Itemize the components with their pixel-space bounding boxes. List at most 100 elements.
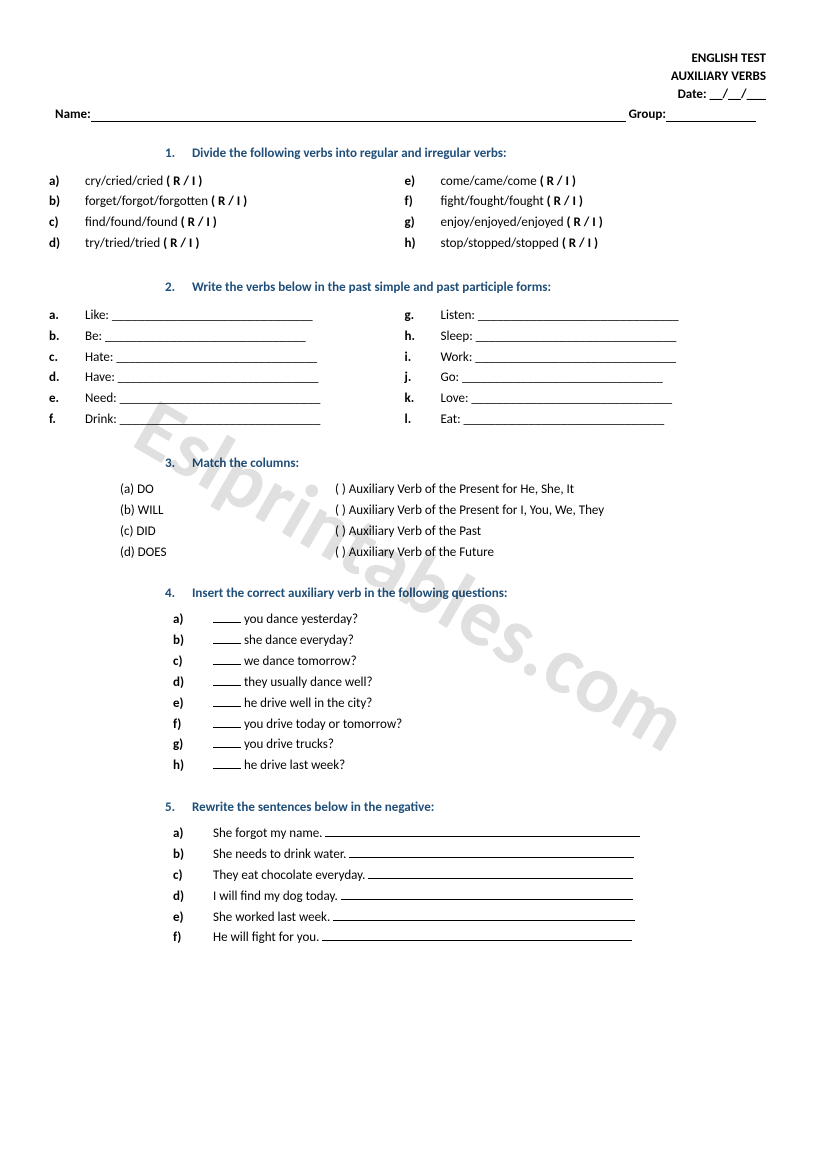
- q5-blank[interactable]: [322, 930, 632, 941]
- q3-right-cell[interactable]: ( ) Auxiliary Verb of the Future: [335, 544, 766, 563]
- q4-blank[interactable]: [213, 758, 241, 769]
- q1-item: e)come/came/come ( R / I ): [411, 173, 767, 192]
- q2-num: 2.: [165, 280, 189, 295]
- q2-verb: Eat:: [441, 412, 461, 427]
- q4-blank[interactable]: [213, 612, 241, 623]
- q5-marker: d): [195, 888, 213, 907]
- q2-item: c.Hate: _______________________________: [55, 349, 411, 368]
- q1-choice[interactable]: ( R / I ): [567, 215, 603, 230]
- q1-choice[interactable]: ( R / I ): [181, 215, 217, 230]
- q1-choice[interactable]: ( R / I ): [163, 236, 199, 251]
- q5-content: a)She forgot my name. b)She needs to dri…: [195, 825, 766, 948]
- q4-content: a) you dance yesterday? b) she dance ever…: [195, 611, 766, 776]
- q4-item: b) she dance everyday?: [195, 632, 766, 651]
- q3-num: 3.: [165, 456, 189, 471]
- q3-row: (b) WILL( ) Auxiliary Verb of the Presen…: [55, 502, 766, 521]
- q1-marker: a): [67, 173, 85, 192]
- q1-choice[interactable]: ( R / I ): [547, 194, 583, 209]
- q4-blank[interactable]: [213, 633, 241, 644]
- q4-blank[interactable]: [213, 675, 241, 686]
- q4-blank[interactable]: [213, 696, 241, 707]
- q2-blank[interactable]: _______________________________: [115, 370, 319, 385]
- q3-right-cell[interactable]: ( ) Auxiliary Verb of the Present for He…: [335, 481, 766, 500]
- name-label: Name:: [55, 107, 91, 122]
- q2-blank[interactable]: _______________________________: [475, 308, 679, 323]
- q2-item: k.Love: _______________________________: [411, 390, 767, 409]
- q2-marker: a.: [67, 307, 85, 326]
- q2-marker: e.: [67, 390, 85, 409]
- q2-blank[interactable]: _______________________________: [109, 308, 313, 323]
- q4-heading: 4. Insert the correct auxiliary verb in …: [165, 586, 766, 601]
- q2-verb: Love:: [441, 391, 469, 406]
- q5-blank[interactable]: [368, 868, 633, 879]
- q2-item: g.Listen: ______________________________…: [411, 307, 767, 326]
- q1-marker: f): [423, 193, 441, 212]
- q4-text: you drive trucks?: [241, 737, 334, 752]
- q1-item: d)try/tried/tried ( R / I ): [55, 235, 411, 254]
- q5-blank[interactable]: [341, 889, 633, 900]
- q3-left-text: DO: [137, 482, 154, 497]
- q1-choice[interactable]: ( R / I ): [540, 174, 576, 189]
- q3-row: (a) DO( ) Auxiliary Verb of the Present …: [55, 481, 766, 500]
- q1-marker: c): [67, 214, 85, 233]
- q5-text: She worked last week.: [213, 910, 333, 925]
- q3-heading-text: Match the columns:: [192, 456, 299, 471]
- q4-item: c) we dance tomorrow?: [195, 653, 766, 672]
- q4-blank[interactable]: [213, 717, 241, 728]
- q2-marker: i.: [423, 349, 441, 368]
- q3-left-marker: (c): [120, 524, 133, 539]
- q5-item: b)She needs to drink water.: [195, 846, 766, 865]
- q4-text: she dance everyday?: [241, 633, 354, 648]
- group-label: Group:: [629, 107, 666, 122]
- q5-heading: 5. Rewrite the sentences below in the ne…: [165, 800, 766, 815]
- group-blank[interactable]: [666, 121, 756, 122]
- q2-item: f.Drink: _______________________________: [55, 411, 411, 430]
- q5-marker: b): [195, 846, 213, 865]
- q2-blank[interactable]: _______________________________: [459, 370, 663, 385]
- q4-blank[interactable]: [213, 737, 241, 748]
- q1-choice[interactable]: ( R / I ): [562, 236, 598, 251]
- q1-heading-text: Divide the following verbs into regular …: [192, 146, 507, 161]
- q2-blank[interactable]: _______________________________: [113, 350, 317, 365]
- name-blank[interactable]: [91, 121, 626, 122]
- q3-row: (d) DOES( ) Auxiliary Verb of the Future: [55, 544, 766, 563]
- q2-verb: Be:: [85, 329, 102, 344]
- q2-item: i.Work: _______________________________: [411, 349, 767, 368]
- q4-marker: d): [195, 674, 213, 693]
- q3-left-cell: (b) WILL: [55, 502, 335, 521]
- q1-verbs: find/found/found: [85, 215, 181, 230]
- q2-blank[interactable]: _______________________________: [461, 412, 665, 427]
- q5-marker: c): [195, 867, 213, 886]
- q1-marker: b): [67, 193, 85, 212]
- q2-blank[interactable]: _______________________________: [117, 412, 321, 427]
- q3-right-cell[interactable]: ( ) Auxiliary Verb of the Present for I,…: [335, 502, 766, 521]
- q5-blank[interactable]: [349, 847, 634, 858]
- q2-blank[interactable]: _______________________________: [102, 329, 306, 344]
- q1-verbs: cry/cried/cried: [85, 174, 166, 189]
- q1-item: h)stop/stopped/stopped ( R / I ): [411, 235, 767, 254]
- q4-blank[interactable]: [213, 654, 241, 665]
- q5-blank[interactable]: [333, 910, 635, 921]
- q5-blank[interactable]: [325, 826, 640, 837]
- q2-marker: g.: [423, 307, 441, 326]
- q2-verb: Have:: [85, 370, 115, 385]
- q2-marker: d.: [67, 369, 85, 388]
- q2-item: j.Go: _______________________________: [411, 369, 767, 388]
- q1-choice[interactable]: ( R / I ): [211, 194, 247, 209]
- q2-item: l.Eat: _______________________________: [411, 411, 767, 430]
- q1-item: f)fight/fought/fought ( R / I ): [411, 193, 767, 212]
- q2-blank[interactable]: _______________________________: [473, 329, 677, 344]
- q4-item: a) you dance yesterday?: [195, 611, 766, 630]
- q1-choice[interactable]: ( R / I ): [166, 174, 202, 189]
- q2-verb: Drink:: [85, 412, 117, 427]
- q4-marker: f): [195, 716, 213, 735]
- q1-item: c)find/found/found ( R / I ): [55, 214, 411, 233]
- q2-blank[interactable]: _______________________________: [468, 391, 672, 406]
- q3-right-cell[interactable]: ( ) Auxiliary Verb of the Past: [335, 523, 766, 542]
- q2-blank[interactable]: _______________________________: [472, 350, 676, 365]
- q2-item: d.Have: _______________________________: [55, 369, 411, 388]
- q3-left-marker: (b): [120, 503, 135, 518]
- q4-item: g) you drive trucks?: [195, 736, 766, 755]
- q2-blank[interactable]: _______________________________: [117, 391, 321, 406]
- q1-verbs: come/came/come: [441, 174, 540, 189]
